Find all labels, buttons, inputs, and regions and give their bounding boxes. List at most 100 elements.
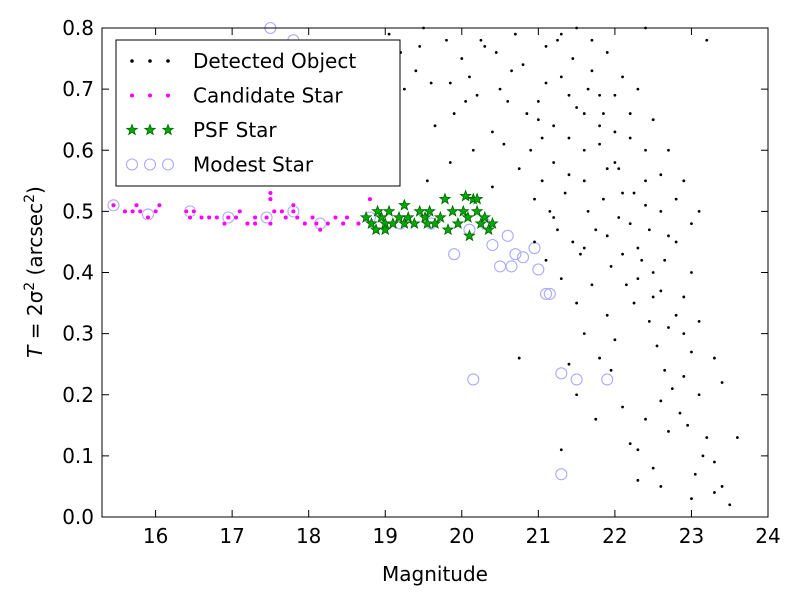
psf-star-point [474,216,488,229]
detected-object-point [429,81,433,85]
detected-object-point [602,197,605,201]
detected-object-point [582,112,586,115]
detected-object-point [540,179,544,183]
legend-label: Modest Star [193,153,314,177]
detected-object-point [598,356,601,360]
detected-object-point [697,320,701,323]
legend-marker [143,158,157,171]
psf-star-point [478,210,492,223]
detected-object-point [621,405,624,409]
y-tick-label: 0.5 [62,199,94,223]
detected-object-point [494,51,498,54]
candidate-star-point [252,214,258,221]
psf-star-point [441,223,455,236]
modest-star-point [486,238,499,252]
series-candidate-star [110,190,373,233]
detected-object-point [651,466,655,470]
detected-object-point [575,393,579,397]
candidate-star-point [294,214,300,221]
candidate-star-point [122,208,128,215]
detected-object-point [644,148,647,152]
detected-object-point [667,326,670,329]
candidate-star-point [267,196,274,202]
detected-object-point [720,485,724,488]
detected-object-point [540,136,544,140]
detected-object-point [690,497,693,501]
psf-star-point [486,216,499,229]
y-tick-label: 0.6 [62,138,94,162]
detected-object-point [613,93,617,97]
detected-object-point [452,112,456,115]
detected-object-point [628,222,632,226]
detected-object-point [598,124,601,128]
detected-object-point [559,75,563,79]
detected-object-point [559,32,563,36]
detected-object-point [536,118,540,122]
detected-object-point [525,112,529,115]
legend-entry-psf-star: PSF Star [125,118,277,142]
detected-object-point [521,63,525,67]
legend-label: Detected Object [193,49,356,73]
detected-object-point [628,136,632,140]
detected-object-point [670,387,674,391]
detected-object-point [567,173,571,177]
detected-object-point [713,460,716,464]
detected-object-point [552,161,556,164]
modest-star-point [555,468,568,481]
detected-object-point [594,417,598,421]
psf-star-point [470,204,484,217]
detected-object-point [586,87,590,91]
x-tick-label: 18 [296,524,321,548]
psf-star-point [423,204,436,217]
detected-object-point [609,264,613,268]
candidate-star-point [191,208,197,215]
detected-object-point [713,356,716,360]
detected-object-point [567,136,571,140]
legend-marker [147,92,153,99]
modest-star-point [448,248,461,261]
psf-star-point [359,210,373,223]
detected-object-point [513,32,517,36]
series-detected-object [387,26,739,507]
modest-star-point [505,260,518,273]
psf-star-point [421,216,434,229]
detected-object-point [502,142,506,146]
detected-object-point [659,399,663,403]
detected-object-point [636,87,640,91]
candidate-star-point [267,190,274,196]
detected-object-point [536,99,540,103]
detected-object-point [624,283,628,287]
detected-object-point [678,411,682,415]
psf-star-point [408,216,421,229]
detected-object-point [647,320,651,323]
candidate-star-point [156,202,163,209]
modest-star-point [107,199,120,212]
detected-object-point [605,51,609,54]
detected-object-point [598,93,601,97]
detected-object-point [605,167,609,170]
psf-star-point [398,216,411,229]
detected-object-point [697,209,701,213]
detected-object-point [445,38,448,42]
candidate-star-point [110,202,117,209]
detected-object-point [559,277,563,281]
data-marks [107,21,739,507]
detected-object-point [659,209,663,213]
detected-object-point [418,44,422,48]
y-tick-label: 0.3 [62,322,94,346]
detected-object-point [682,375,686,378]
detected-object-point [628,442,632,446]
detected-object-point [602,112,605,115]
detected-object-point [552,216,556,219]
candidate-star-point [317,226,323,233]
candidate-star-point [344,214,350,221]
psf-star-point [382,204,396,217]
y-tick-label: 0.2 [62,383,94,407]
detected-object-point [621,75,624,79]
candidate-star-point [279,208,285,215]
legend-label: PSF Star [193,118,277,142]
legend-marker [166,59,170,63]
psf-star-point [446,204,459,217]
detected-object-point [682,179,686,183]
